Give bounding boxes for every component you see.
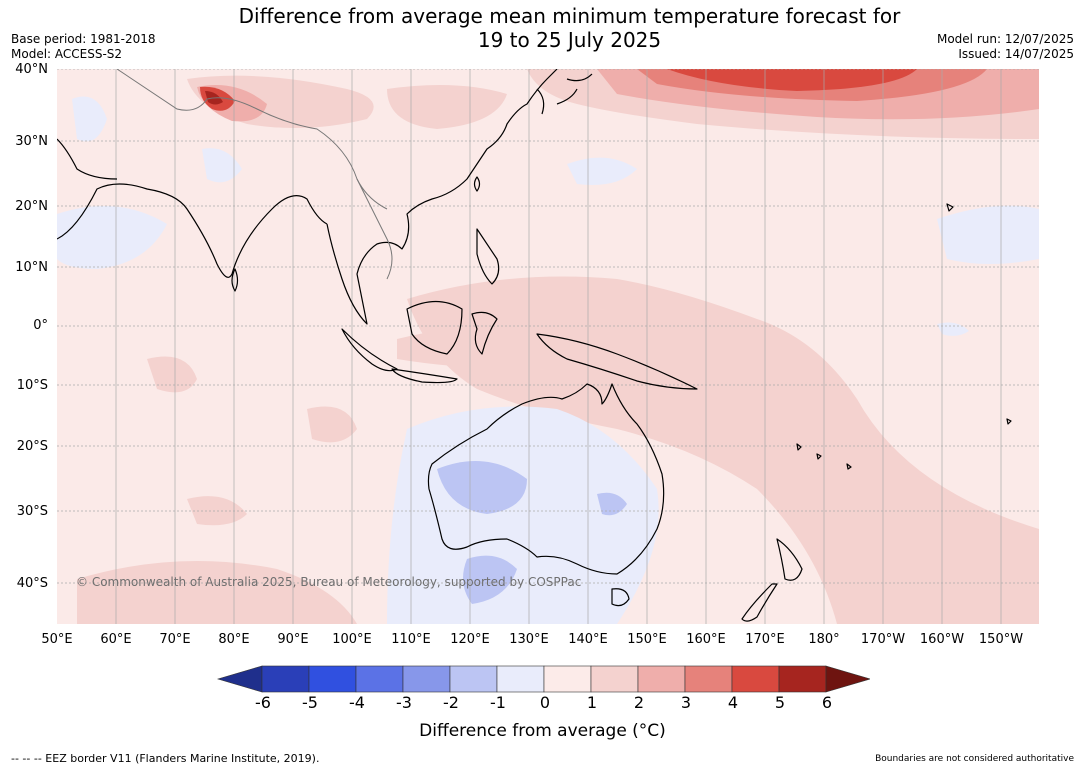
- model-run: Model run: 12/07/2025: [936, 32, 1074, 46]
- colorbar-segment: [637, 665, 686, 693]
- lon-label: 70°E: [159, 632, 191, 647]
- lat-label-20s: 20°S: [16, 439, 48, 454]
- colorbar-segment: [308, 665, 357, 693]
- lon-label: 50°E: [41, 632, 73, 647]
- colorbar-extend-low: [216, 665, 263, 693]
- copyright-notice: © Commonwealth of Australia 2025, Bureau…: [76, 575, 581, 589]
- sumatra: [341, 328, 398, 372]
- lon-label: 150°E: [627, 632, 667, 647]
- base-period: Base period: 1981-2018: [11, 32, 156, 46]
- australia: [427, 383, 665, 575]
- lat-label-0: 0°: [33, 318, 48, 333]
- colorbar-segment: [590, 665, 639, 693]
- lat-label-10s: 10°S: [16, 378, 48, 393]
- chart-title: Difference from average mean minimum tem…: [0, 4, 1085, 52]
- sri-lanka: [231, 268, 239, 292]
- colorbar-segment: [402, 665, 451, 693]
- new-guinea: [536, 333, 698, 390]
- colorbar-tick: -6: [255, 693, 271, 712]
- new-zealand-north: [776, 538, 803, 581]
- lon-label: 80°E: [218, 632, 250, 647]
- lat-label-20n: 20°N: [15, 199, 48, 214]
- model-name: Model: ACCESS-S2: [11, 47, 123, 61]
- colorbar-segment: [778, 665, 827, 693]
- eez-legend: -- -- -- EEZ border V11 (Flanders Marine…: [11, 752, 320, 765]
- colorbar-tick: -4: [349, 693, 365, 712]
- colorbar-tick: -2: [443, 693, 459, 712]
- lon-label: 60°E: [100, 632, 132, 647]
- lon-label: 170°E: [745, 632, 785, 647]
- graticule: [57, 69, 1039, 624]
- japan-coast: [556, 73, 593, 105]
- lon-label: 180°: [808, 632, 840, 647]
- lon-label: 90°E: [277, 632, 309, 647]
- metadata-right: Model run: 12/07/2025 Issued: 14/07/2025: [937, 32, 1074, 62]
- colorbar-tick: 2: [633, 693, 645, 712]
- colorbar-tick: 0: [539, 693, 551, 712]
- tasmania: [611, 588, 630, 607]
- anomaly-map: © Commonwealth of Australia 2025, Bureau…: [57, 69, 1039, 624]
- korea-coast: [536, 88, 545, 115]
- east-asia-coast: [326, 69, 558, 325]
- taiwan: [473, 176, 481, 192]
- title-line-1: Difference from average mean minimum tem…: [238, 4, 901, 28]
- colorbar-segment: [543, 665, 592, 693]
- lat-label-40n: 40°N: [15, 62, 48, 77]
- lon-label: 150°W: [978, 632, 1024, 647]
- lon-label: 160°W: [919, 632, 965, 647]
- colorbar-extend-high: [825, 665, 870, 693]
- country-borders: [116, 69, 393, 280]
- coastlines: [57, 69, 1012, 622]
- persian-gulf-coast: [57, 138, 118, 180]
- colorbar-tick: -1: [490, 693, 506, 712]
- lat-label-30s: 30°S: [16, 504, 48, 519]
- metadata-left: Base period: 1981-2018 Model: ACCESS-S2: [11, 32, 156, 62]
- colorbar: [216, 665, 870, 693]
- lon-label: 140°E: [568, 632, 608, 647]
- colorbar-tick: 3: [680, 693, 692, 712]
- lon-label: 110°E: [391, 632, 431, 647]
- lon-label: 120°E: [450, 632, 490, 647]
- boundaries-disclaimer: Boundaries are not considered authoritat…: [875, 754, 1074, 764]
- lon-label: 100°E: [332, 632, 372, 647]
- philippines: [476, 228, 500, 285]
- colorbar-tick: -5: [302, 693, 318, 712]
- colorbar-segment: [449, 665, 498, 693]
- lat-label-30n: 30°N: [15, 134, 48, 149]
- south-asia-coast: [57, 183, 328, 278]
- colorbar-segment: [261, 665, 310, 693]
- title-line-2: 19 to 25 July 2025: [477, 28, 662, 52]
- issued-date: Issued: 14/07/2025: [958, 47, 1074, 61]
- colorbar-segment: [496, 665, 545, 693]
- colorbar-tick: 1: [586, 693, 598, 712]
- lon-label: 170°W: [860, 632, 906, 647]
- lat-label-10n: 10°N: [15, 260, 48, 275]
- colorbar-tick: 4: [727, 693, 739, 712]
- lat-label-40s: 40°S: [16, 576, 48, 591]
- colorbar-segment: [731, 665, 780, 693]
- lon-label: 160°E: [686, 632, 726, 647]
- new-zealand-south: [741, 583, 778, 622]
- colorbar-segment: [684, 665, 733, 693]
- colorbar-tick: 6: [821, 693, 833, 712]
- colorbar-segment: [355, 665, 404, 693]
- colorbar-title: Difference from average (°C): [419, 721, 666, 741]
- colorbar-tick: -3: [396, 693, 412, 712]
- pacific-islands: [796, 203, 1012, 470]
- sulawesi: [471, 311, 498, 355]
- java: [391, 368, 458, 384]
- borneo: [406, 300, 463, 355]
- lon-label: 130°E: [509, 632, 549, 647]
- colorbar-segments: [216, 665, 870, 693]
- colorbar-tick: 5: [774, 693, 786, 712]
